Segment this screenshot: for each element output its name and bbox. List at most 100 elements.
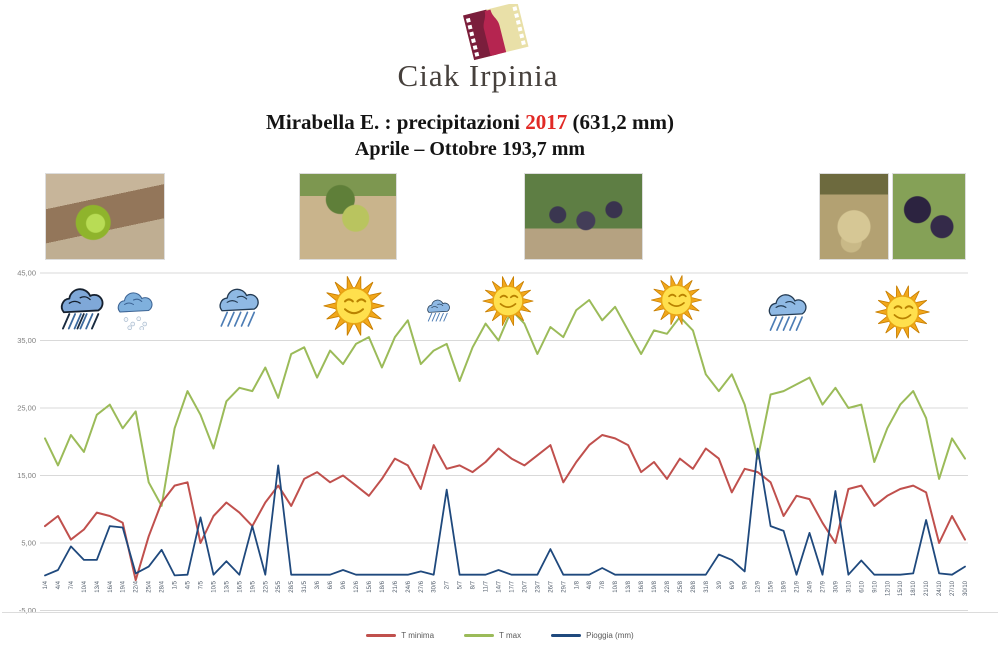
x-axis-tick-label: 18/10 [911,580,917,596]
x-axis-tick-label: 26/7 [548,580,554,592]
x-axis-tick-label: 24/6 [406,580,412,592]
t-max-line [44,299,966,507]
x-axis-tick-label: 22/5 [263,580,269,592]
x-axis-tick-label: 24/10 [937,580,943,596]
x-axis-tick-label: 18/6 [380,580,386,592]
bud-break-photo [45,173,165,260]
legend-item-pioggia-mm-: Pioggia (mm) [551,631,634,640]
vineyard-rows-photo [524,173,643,260]
x-axis-tick-label: 8/7 [471,580,477,589]
white-grape-cluster-photo [819,173,889,260]
title-year: 2017 [525,110,568,134]
x-axis-tick-label: 9/6 [341,580,347,589]
sun-icon [477,272,539,332]
x-axis-tick-label: 21/6 [393,580,399,592]
x-axis-tick-label: 31/8 [704,580,710,592]
x-axis-tick-label: 30/6 [432,580,438,592]
x-axis-tick-label: 13/4 [95,580,101,592]
x-axis-tick-label: 22/4 [134,580,140,592]
legend-label: T minima [401,631,435,640]
chart-legend: T minima T max Pioggia (mm) [0,631,1000,640]
y-axis-tick-label: 45,00 [17,269,36,278]
legend-label: Pioggia (mm) [586,631,634,640]
title-suffix: (631,2 mm) [567,110,674,134]
x-axis-tick-label: 15/9 [769,580,775,592]
y-axis-tick-label: 15,00 [17,471,36,480]
rain-cloud-icon [423,292,454,325]
title-line2: Aprile – Ottobre 193,7 mm [354,138,586,160]
t-minima-line [44,434,966,582]
x-axis-tick-label: 25/5 [276,580,282,592]
x-axis-tick-label: 30/10 [963,580,969,596]
x-axis-tick-label: 24/9 [808,580,814,592]
x-axis-tick-label: 28/5 [289,580,295,592]
x-axis-tick-label: 3/6 [315,580,321,589]
x-axis-tick-label: 23/7 [535,580,541,592]
x-axis-tick-label: 7/5 [198,580,204,589]
x-axis-tick-label: 9/9 [743,580,749,589]
x-axis-tick-label: 10/8 [613,580,619,592]
legend-line-swatch [551,634,582,637]
x-axis-tick-label: 14/7 [497,580,503,592]
y-axis-tick-label: 35,00 [17,336,36,345]
x-axis-tick-label: 16/5 [237,580,243,592]
x-axis-tick-label: 18/9 [782,580,788,592]
title-prefix: Mirabella E. : precipitazioni [266,110,526,134]
x-axis-tick-label: 1/4 [43,580,49,589]
x-axis-tick-label: 13/5 [224,580,230,592]
x-axis-tick-label: 9/10 [872,580,878,592]
x-axis-tick-label: 15/10 [898,580,904,596]
x-axis-tick-label: 27/9 [820,580,826,592]
x-axis-tick-label: 1/8 [574,580,580,589]
x-axis-tick-label: 6/10 [859,580,865,592]
x-axis-tick-label: 7/4 [69,580,75,589]
legend-line-swatch [464,634,495,637]
x-axis-tick-label: 21/9 [795,580,801,592]
x-axis-tick-label: 7/8 [600,580,606,589]
x-axis-tick-label: 16/8 [639,580,645,592]
x-axis-tick-label: 3/9 [717,580,723,589]
sun-icon [646,271,707,331]
x-axis-tick-label: 4/4 [56,580,62,589]
x-axis-tick-label: 20/7 [522,580,528,592]
x-axis-tick-label: 3/10 [846,580,852,592]
y-axis-tick-label: 25,00 [17,404,36,413]
x-axis-tick-label: 6/9 [730,580,736,589]
x-axis-tick-label: 4/8 [587,580,593,589]
x-axis-tick-label: 25/4 [147,580,153,592]
sun-icon [869,281,936,345]
x-axis-tick-label: 15/6 [367,580,373,592]
legend-item-t-minima: T minima [366,631,434,640]
x-axis-tick-label: 2/7 [445,580,451,589]
pioggia-line [44,447,966,577]
x-axis-tick-label: 27/10 [950,580,956,596]
x-axis-tick-label: 29/7 [561,580,567,592]
x-axis-tick-label: 4/5 [186,580,192,589]
title-line1: Mirabella E. : precipitazioni 2017 (631,… [0,108,940,136]
sun-icon [316,271,392,343]
x-axis-tick-label: 22/8 [665,580,671,592]
x-axis-tick-label: 10/4 [82,580,88,592]
x-axis-tick-label: 10/5 [211,580,217,592]
x-axis-tick-label: 21/10 [924,580,930,596]
rain-cloud-icon [210,277,268,331]
chart-title: Mirabella E. : precipitazioni 2017 (631,… [0,108,940,162]
storm-cloud-icon [50,276,114,334]
rain-cloud-icon [760,283,815,335]
legend-label: T max [499,631,522,640]
x-axis-tick-label: 19/8 [652,580,658,592]
x-axis-tick-label: 11/7 [484,580,490,592]
x-axis-tick-label: 16/4 [108,580,114,592]
x-axis-tick-label: 25/8 [678,580,684,592]
legend-line-swatch [366,634,397,637]
x-axis-tick-label: 1/5 [173,580,179,589]
x-axis-tick-label: 19/4 [121,580,127,592]
x-axis-tick-label: 19/5 [250,580,256,592]
y-axis-tick-label: -5,00 [19,606,36,615]
x-axis-tick-label: 28/8 [691,580,697,592]
x-axis-tick-label: 28/4 [160,580,166,592]
y-axis-tick-label: 5,00 [21,539,36,548]
x-axis-tick-label: 5/7 [458,580,464,589]
dark-grape-cluster-photo [892,173,966,260]
